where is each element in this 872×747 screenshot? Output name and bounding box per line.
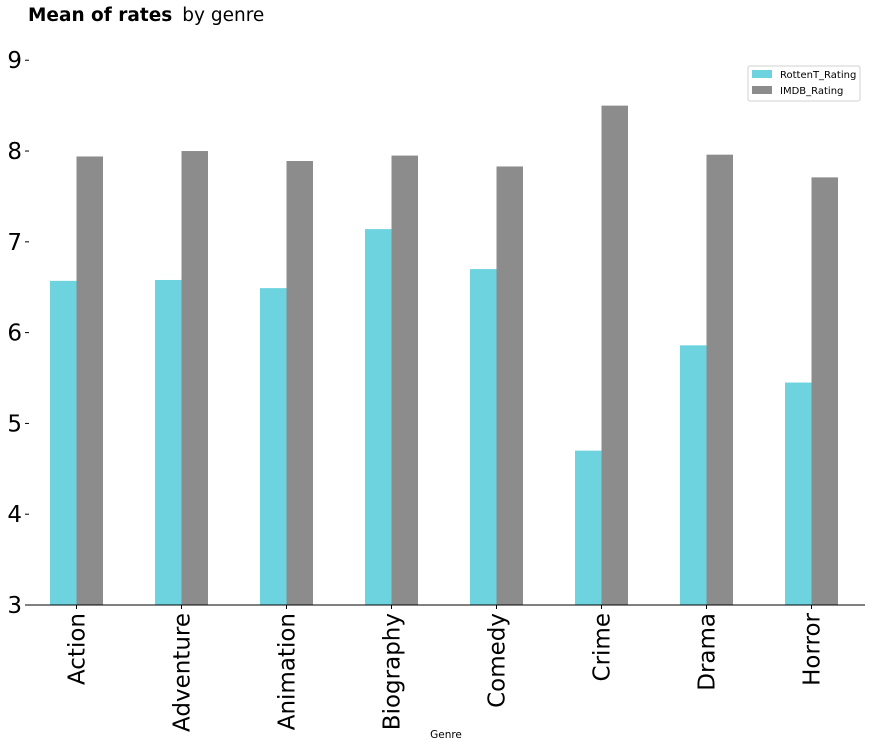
bar-rottent-rating-adventure: [155, 279, 182, 605]
bar-rottent-rating-drama: [680, 345, 707, 605]
x-tick-label: Action: [65, 613, 91, 685]
bar-imdb-rating-action: [76, 156, 103, 605]
x-tick-label: Animation: [275, 613, 301, 730]
x-tick-label: Adventure: [170, 613, 196, 732]
bar-imdb-rating-animation: [286, 161, 313, 605]
legend-label: IMDB_Rating: [780, 86, 843, 97]
y-tick-label: 4: [7, 502, 22, 528]
bar-rottent-rating-horror: [785, 382, 812, 605]
y-tick-label: 9: [7, 48, 22, 74]
x-tick-label: Comedy: [485, 613, 511, 708]
y-tick-label: 6: [7, 321, 22, 347]
x-tick-label: Horror: [800, 612, 826, 685]
x-tick-label: Biography: [380, 613, 406, 730]
chart-title: Mean of rates by genre: [28, 5, 264, 26]
bar-imdb-rating-comedy: [496, 166, 523, 605]
x-tick-label: Crime: [590, 613, 616, 681]
bar-imdb-rating-horror: [811, 177, 838, 605]
chart-title-bold: Mean of rates: [28, 5, 172, 26]
bar-imdb-rating-drama: [706, 154, 733, 605]
bar-rottent-rating-animation: [260, 288, 287, 605]
legend-swatch: [752, 70, 772, 78]
chart-title-rest: by genre: [182, 5, 264, 26]
legend-box: [747, 65, 861, 102]
bar-imdb-rating-biography: [391, 155, 418, 606]
x-axis-label: Genre: [430, 729, 462, 741]
y-tick-label: 7: [7, 230, 22, 256]
x-tick-label: Drama: [695, 613, 721, 691]
bar-rottent-rating-biography: [365, 229, 392, 605]
legend-label: RottenT_Rating: [780, 70, 856, 81]
legend: RottenT_Rating IMDB_Rating: [747, 65, 861, 102]
bar-imdb-rating-crime: [601, 105, 628, 605]
bars: [50, 105, 838, 606]
bar-imdb-rating-adventure: [181, 151, 208, 606]
bar-rottent-rating-comedy: [470, 269, 497, 605]
bar-rottent-rating-action: [50, 280, 77, 605]
y-tick-label: 3: [7, 593, 22, 619]
legend-swatch: [752, 86, 772, 94]
y-tick-label: 8: [7, 139, 22, 165]
x-axis-ticks: Action Adventure Animation Biography Comedy C…: [65, 605, 826, 732]
y-axis: 3 4 5 6 7 8 9: [7, 48, 29, 619]
y-tick-label: 5: [7, 411, 22, 437]
bar-rottent-rating-crime: [575, 450, 602, 605]
